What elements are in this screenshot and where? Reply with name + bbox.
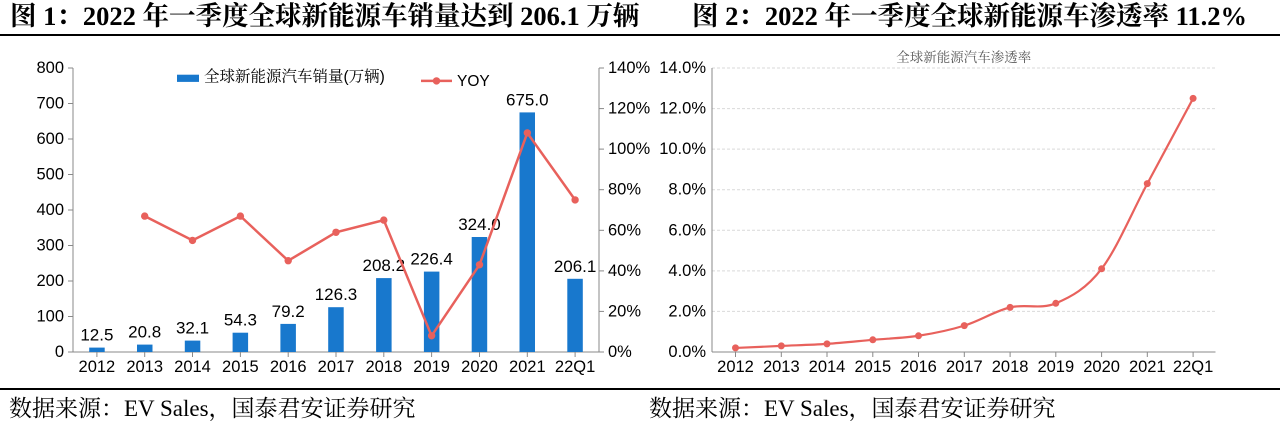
svg-text:2020: 2020 [1083, 358, 1120, 376]
svg-text:14.0%: 14.0% [659, 59, 706, 77]
svg-text:全球新能源汽车销量(万辆): 全球新能源汽车销量(万辆) [204, 68, 385, 86]
svg-text:80%: 80% [608, 181, 641, 199]
svg-text:2021: 2021 [509, 358, 546, 376]
svg-text:2014: 2014 [174, 358, 211, 376]
svg-text:2018: 2018 [365, 358, 402, 376]
svg-text:20.8: 20.8 [128, 323, 161, 342]
svg-text:2012: 2012 [79, 358, 116, 376]
svg-text:140%: 140% [608, 59, 651, 77]
svg-text:2013: 2013 [126, 358, 163, 376]
svg-text:206.1: 206.1 [554, 257, 597, 276]
svg-text:20%: 20% [608, 302, 641, 320]
svg-text:6.0%: 6.0% [668, 221, 706, 239]
svg-text:8.0%: 8.0% [668, 181, 706, 199]
svg-text:2013: 2013 [763, 358, 800, 376]
svg-text:2021: 2021 [1129, 358, 1166, 376]
svg-text:2012: 2012 [717, 358, 754, 376]
svg-text:22Q1: 22Q1 [555, 358, 595, 376]
svg-text:4.0%: 4.0% [668, 262, 706, 280]
svg-text:60%: 60% [608, 221, 641, 239]
svg-text:0.0%: 0.0% [668, 343, 706, 361]
svg-text:120%: 120% [608, 100, 651, 118]
svg-text:0%: 0% [608, 343, 632, 361]
svg-text:226.4: 226.4 [410, 250, 453, 269]
svg-text:600: 600 [36, 130, 64, 148]
svg-text:700: 700 [36, 95, 64, 113]
svg-text:126.3: 126.3 [315, 285, 358, 304]
svg-text:2.0%: 2.0% [668, 302, 706, 320]
svg-text:2015: 2015 [222, 358, 259, 376]
svg-text:2016: 2016 [270, 358, 307, 376]
svg-text:0: 0 [55, 343, 64, 361]
svg-text:500: 500 [36, 166, 64, 184]
svg-text:2015: 2015 [854, 358, 891, 376]
svg-text:2017: 2017 [318, 358, 355, 376]
svg-text:800: 800 [36, 59, 64, 77]
svg-text:300: 300 [36, 237, 64, 255]
svg-text:675.0: 675.0 [506, 90, 549, 109]
svg-text:2019: 2019 [413, 358, 450, 376]
svg-text:40%: 40% [608, 262, 641, 280]
svg-text:2016: 2016 [900, 358, 937, 376]
svg-text:400: 400 [36, 201, 64, 219]
svg-text:2017: 2017 [946, 358, 983, 376]
svg-text:54.3: 54.3 [224, 311, 257, 330]
svg-text:22Q1: 22Q1 [1173, 358, 1213, 376]
svg-text:YOY: YOY [457, 73, 490, 90]
svg-text:100: 100 [36, 308, 64, 326]
svg-text:200: 200 [36, 272, 64, 290]
svg-text:12.0%: 12.0% [659, 100, 706, 118]
svg-text:10.0%: 10.0% [659, 140, 706, 158]
svg-text:2018: 2018 [992, 358, 1029, 376]
svg-text:32.1: 32.1 [176, 319, 209, 338]
svg-text:2020: 2020 [461, 358, 498, 376]
svg-text:79.2: 79.2 [272, 302, 305, 321]
svg-text:2019: 2019 [1037, 358, 1074, 376]
svg-text:全球新能源汽车渗透率: 全球新能源汽车渗透率 [896, 49, 1031, 65]
svg-text:100%: 100% [608, 140, 651, 158]
svg-text:12.5: 12.5 [80, 326, 113, 345]
svg-text:2014: 2014 [809, 358, 846, 376]
